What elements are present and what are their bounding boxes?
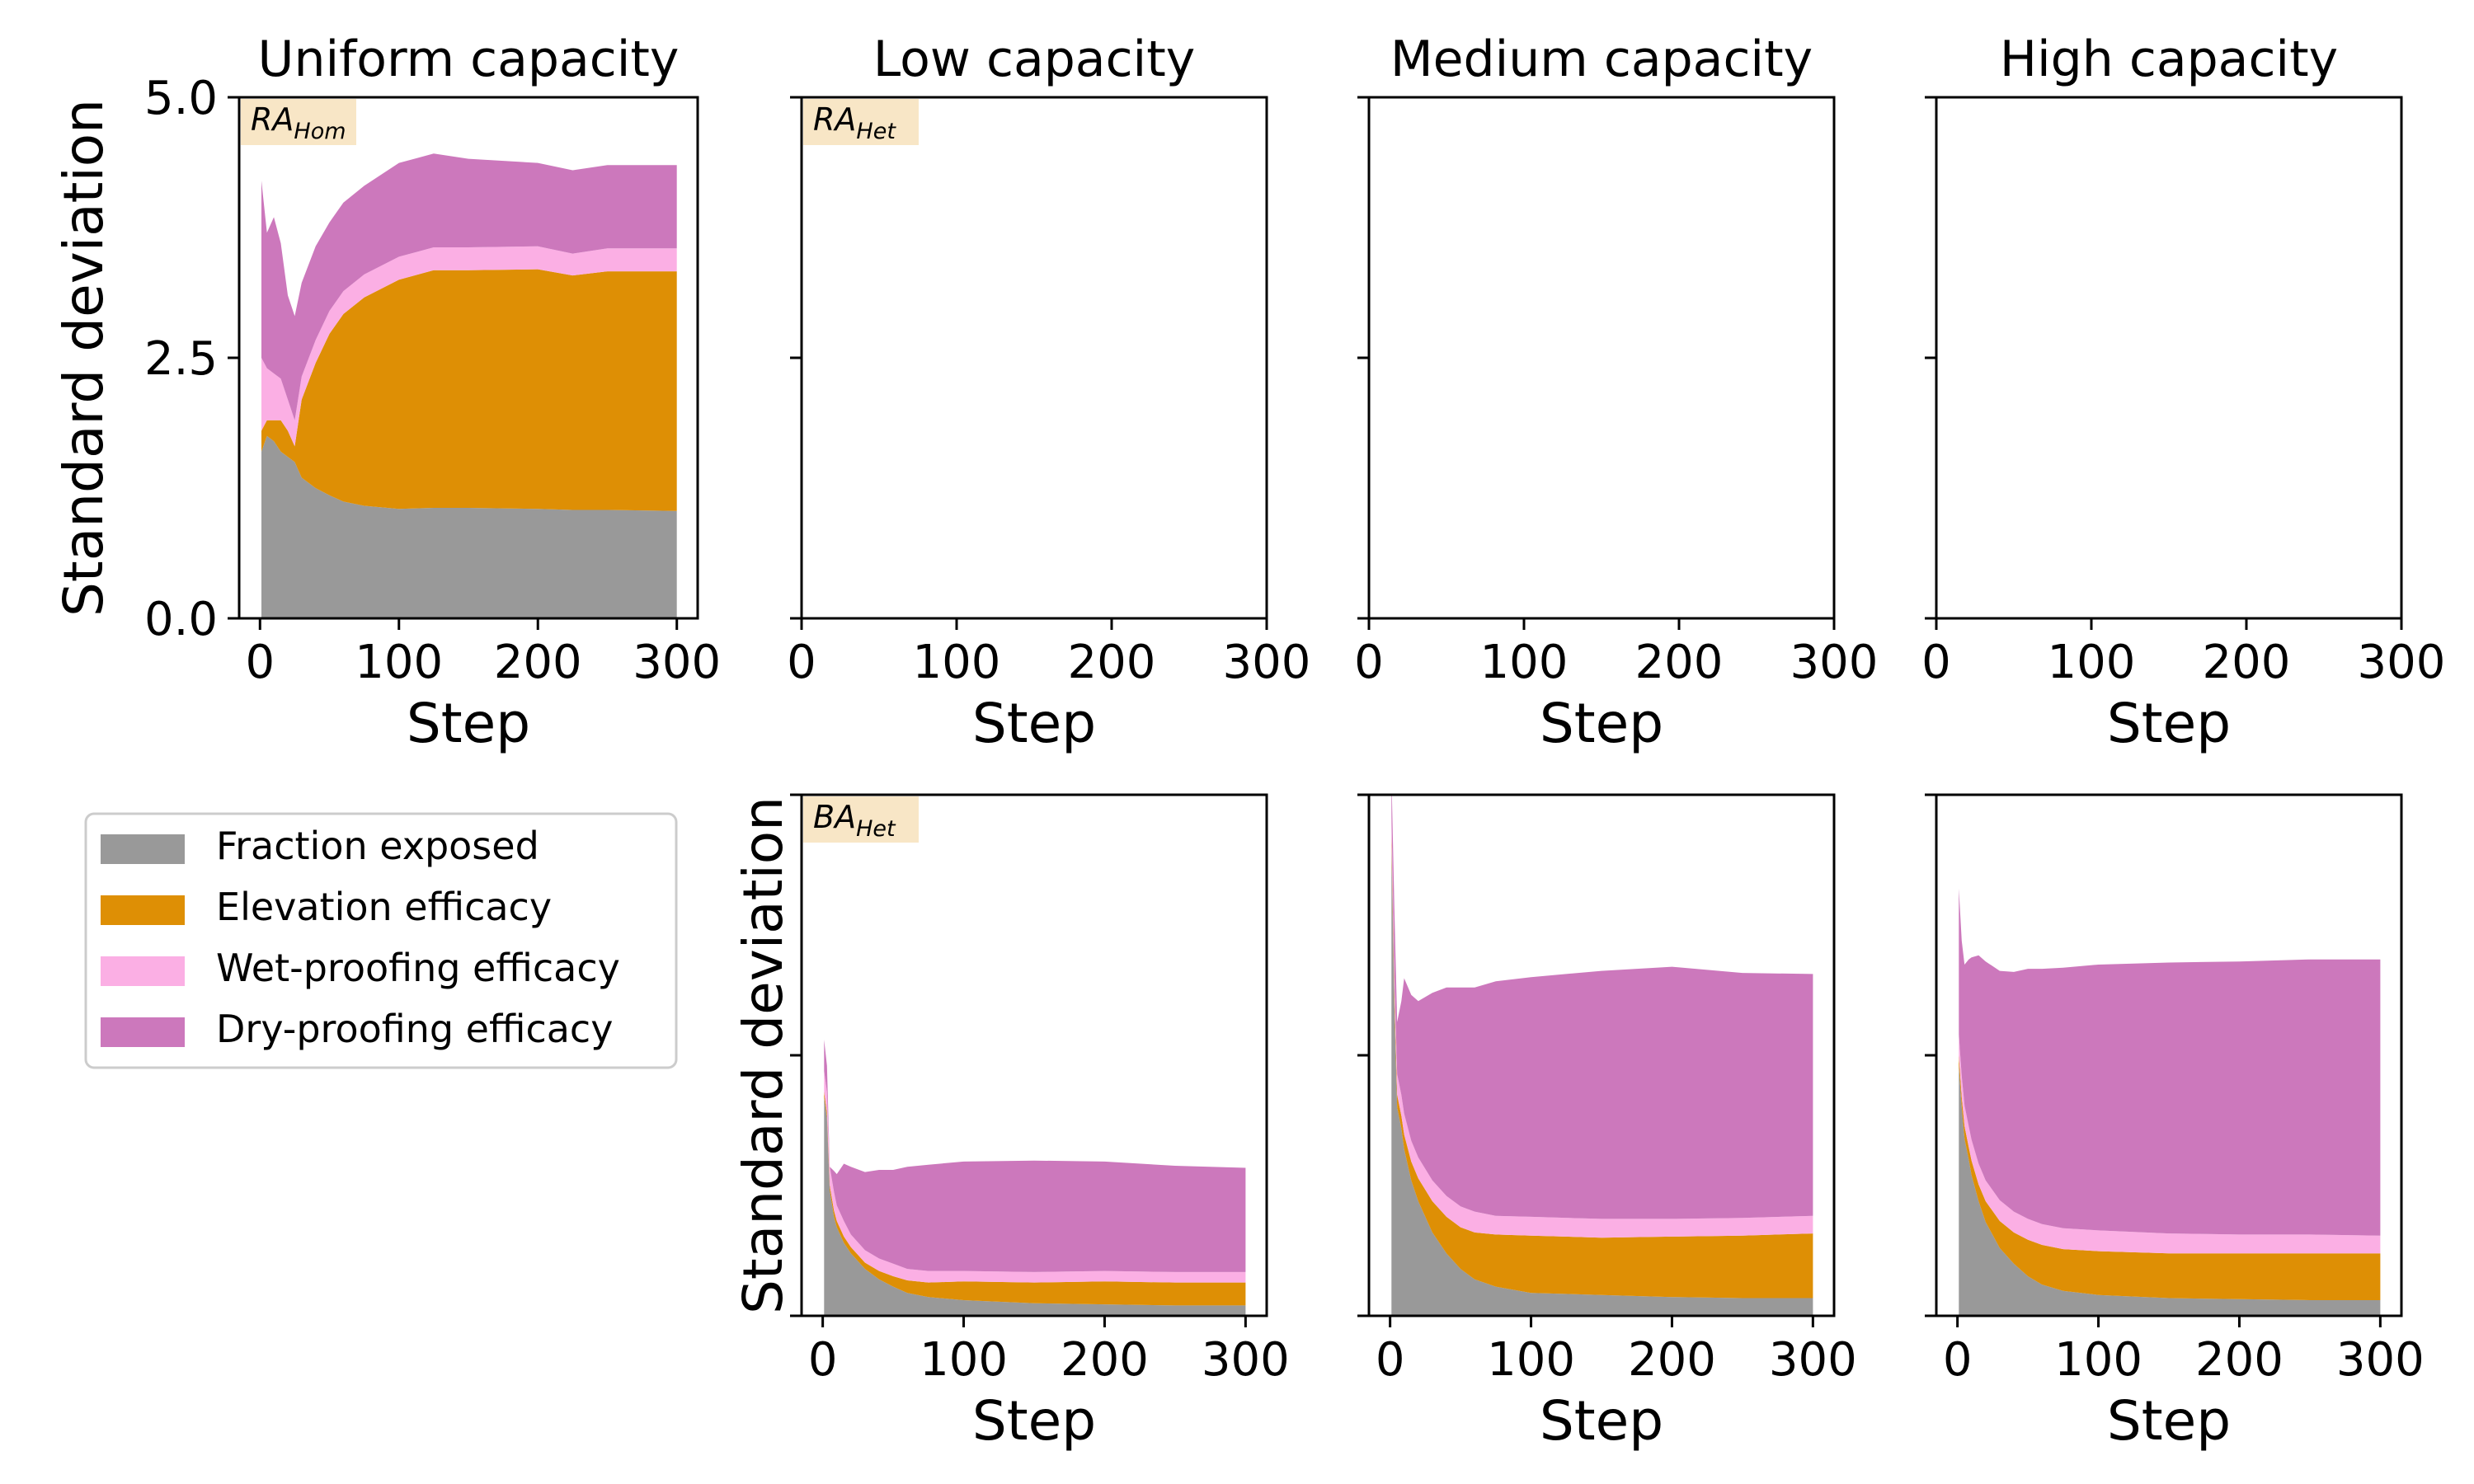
area-wet-proofing-efficacy bbox=[261, 246, 677, 447]
area-group bbox=[1391, 795, 1813, 1316]
x-tick-label: 0 bbox=[1921, 636, 1951, 689]
x-tick-label: 0 bbox=[245, 636, 275, 689]
scenario-tag: RAHom bbox=[251, 101, 346, 144]
x-tick-label: 200 bbox=[2203, 636, 2291, 689]
y-axis-label: Standard deviation bbox=[731, 796, 795, 1314]
x-tick-label: 200 bbox=[1635, 636, 1724, 689]
area-fraction-exposed bbox=[1391, 847, 1813, 1316]
legend-label-fraction-exposed: Fraction exposed bbox=[216, 824, 539, 868]
x-tick-label: 300 bbox=[1223, 636, 1311, 689]
legend-label-wet-proofing-efficacy: Wet-proofing efficacy bbox=[216, 946, 620, 990]
area-group bbox=[261, 153, 677, 618]
area-elevation-efficacy bbox=[824, 1092, 1246, 1306]
panel-high-bottom: 0 100 200 300 Step bbox=[1925, 793, 2425, 1453]
area-wet-proofing-efficacy bbox=[824, 1071, 1246, 1283]
x-tick-label: 100 bbox=[913, 636, 1001, 689]
y-axis-label: Standard deviation bbox=[52, 99, 115, 617]
legend-swatch-fraction-exposed bbox=[101, 834, 185, 864]
panel-title: Medium capacity bbox=[1390, 31, 1813, 88]
x-axis-label: Step bbox=[1540, 692, 1663, 755]
scenario-tag: BAHet bbox=[813, 799, 896, 842]
axes-frame bbox=[800, 96, 1268, 620]
panel-high-top: 0 100 200 300 Step High capacity bbox=[1921, 31, 2445, 755]
scenario-tag-box bbox=[803, 796, 919, 843]
x-tick-label: 300 bbox=[2336, 1333, 2425, 1387]
area-elevation-efficacy bbox=[1959, 1055, 2381, 1300]
scenario-tag-box bbox=[241, 99, 356, 145]
x-tick-label: 300 bbox=[1202, 1333, 1290, 1387]
x-axis-label: Step bbox=[2107, 1389, 2231, 1453]
area-dry-proofing-efficacy bbox=[824, 1040, 1246, 1272]
area-group bbox=[824, 1040, 1246, 1316]
legend-label-elevation-efficacy: Elevation efficacy bbox=[216, 885, 552, 929]
legend-frame bbox=[84, 812, 678, 1069]
panel-low-top: 0 100 200 300 Step Low capacity RAHet bbox=[787, 31, 1310, 755]
scenario-tag: RAHet bbox=[813, 101, 896, 144]
x-tick-label: 300 bbox=[2358, 636, 2446, 689]
area-fraction-exposed bbox=[261, 435, 677, 618]
legend-swatch-wet-proofing-efficacy bbox=[101, 956, 185, 986]
panel-title: High capacity bbox=[2000, 31, 2338, 88]
panel-title: Low capacity bbox=[873, 31, 1196, 88]
legend-label-dry-proofing-efficacy: Dry-proofing efficacy bbox=[216, 1007, 613, 1051]
x-tick-label: 200 bbox=[2195, 1333, 2284, 1387]
x-tick-label: 0 bbox=[1354, 636, 1384, 689]
area-dry-proofing-efficacy bbox=[261, 153, 677, 420]
x-tick-label: 200 bbox=[1628, 1333, 1716, 1387]
x-tick-label: 100 bbox=[1480, 636, 1569, 689]
x-tick-label: 300 bbox=[633, 636, 721, 689]
x-tick-label: 100 bbox=[920, 1333, 1008, 1387]
x-tick-label: 200 bbox=[494, 636, 582, 689]
x-axis-label: Step bbox=[1540, 1389, 1663, 1453]
x-tick-label: 0 bbox=[1943, 1333, 1973, 1387]
legend: Fraction exposed Elevation efficacy Wet-… bbox=[84, 812, 678, 1069]
panels: 0 100 200 300 0.0 2.5 5.0 Step Standard deviatio… bbox=[52, 31, 2445, 1453]
legend-swatch-dry-proofing-efficacy bbox=[101, 1017, 185, 1047]
axes-frame bbox=[1367, 96, 1836, 620]
x-tick-label: 100 bbox=[2048, 636, 2136, 689]
x-tick-label: 300 bbox=[1790, 636, 1879, 689]
axes-frame bbox=[1935, 96, 2403, 620]
panel-uniform: 0 100 200 300 0.0 2.5 5.0 Step Standard deviatio… bbox=[52, 31, 721, 755]
x-tick-label: 200 bbox=[1068, 636, 1156, 689]
x-tick-label: 0 bbox=[787, 636, 816, 689]
area-wet-proofing-efficacy bbox=[1391, 815, 1813, 1238]
area-group bbox=[1959, 888, 2381, 1316]
legend-swatch-elevation-efficacy bbox=[101, 895, 185, 925]
area-elevation-efficacy bbox=[261, 269, 677, 511]
x-axis-label: Step bbox=[972, 1389, 1096, 1453]
area-fraction-exposed bbox=[1959, 1065, 2381, 1316]
y-tick-label: 5.0 bbox=[144, 72, 218, 125]
area-fraction-exposed bbox=[824, 1097, 1246, 1316]
x-axis-label: Step bbox=[2107, 692, 2231, 755]
x-tick-label: 0 bbox=[1376, 1333, 1405, 1387]
x-tick-label: 200 bbox=[1061, 1333, 1149, 1387]
x-tick-label: 100 bbox=[1487, 1333, 1575, 1387]
panel-title: Uniform capacity bbox=[258, 31, 680, 88]
x-tick-label: 100 bbox=[355, 636, 443, 689]
x-axis-label: Step bbox=[407, 692, 530, 755]
x-tick-label: 100 bbox=[2054, 1333, 2142, 1387]
x-axis-label: Step bbox=[972, 692, 1096, 755]
area-elevation-efficacy bbox=[1391, 836, 1813, 1298]
y-tick-label: 2.5 bbox=[144, 332, 218, 386]
scenario-tag-box bbox=[803, 99, 919, 145]
y-tick-label: 0.0 bbox=[144, 593, 218, 646]
area-dry-proofing-efficacy bbox=[1391, 795, 1813, 1219]
panel-medium-top: 0 100 200 300 Step Medium capacity bbox=[1354, 31, 1878, 755]
panel-low-bottom: 0 100 200 300 Step Standard deviation BAHet bbox=[731, 793, 1290, 1453]
x-tick-label: 0 bbox=[808, 1333, 838, 1387]
panel-medium-bottom: 0 100 200 300 Step bbox=[1357, 793, 1857, 1453]
x-tick-label: 300 bbox=[1769, 1333, 1857, 1387]
area-dry-proofing-efficacy bbox=[1959, 888, 2381, 1236]
